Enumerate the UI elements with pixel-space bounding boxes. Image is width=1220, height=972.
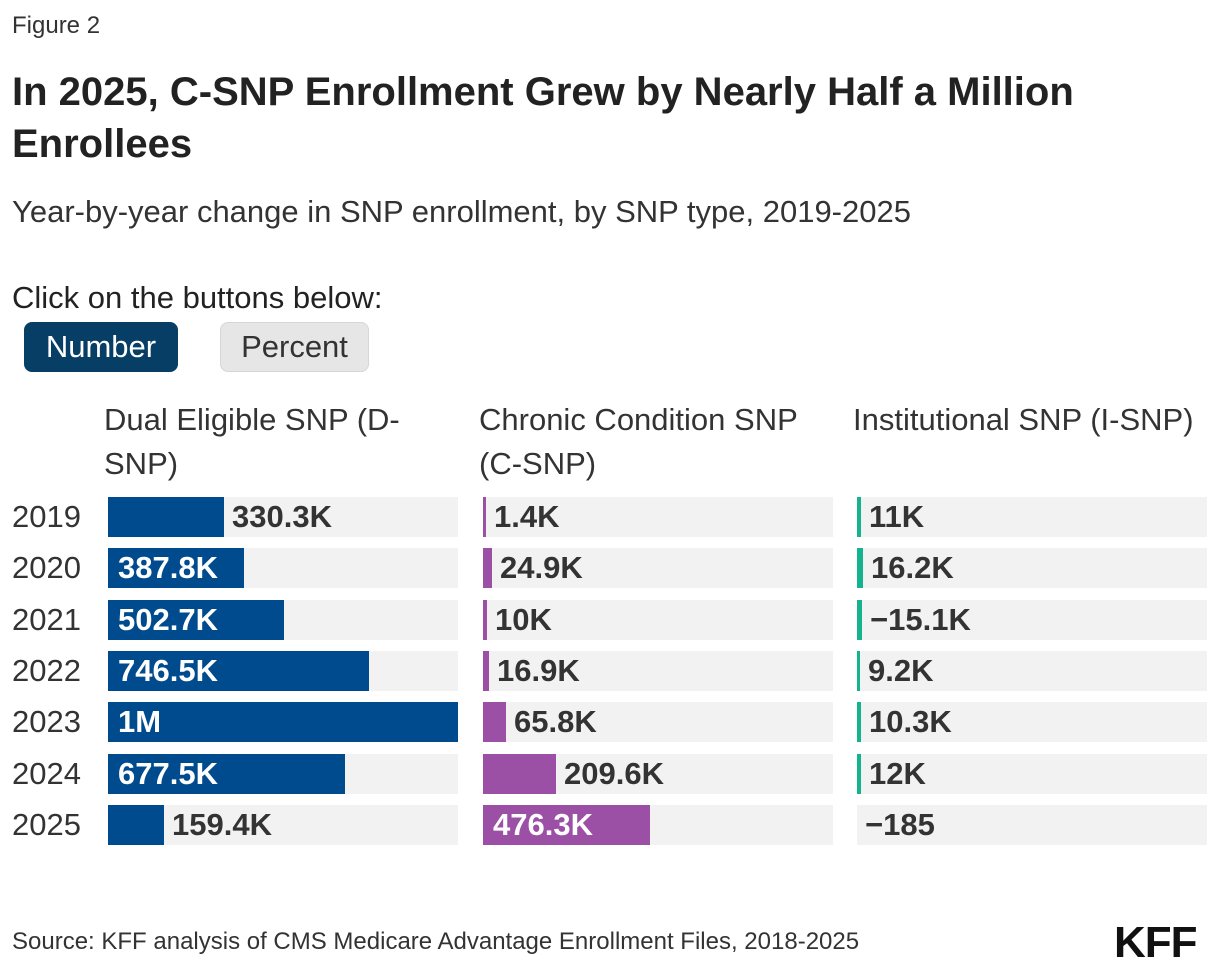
column-header-d-snp: Dual Eligible SNP (D-SNP) [104, 402, 400, 481]
value-label: 677.5K [118, 756, 218, 791]
bar-track: 65.8K [483, 702, 833, 742]
percent-button[interactable]: Percent [220, 322, 369, 372]
bar-track: 1M [108, 702, 458, 742]
value-label: 746.5K [118, 653, 218, 688]
source-note: Source: KFF analysis of CMS Medicare Adv… [12, 928, 860, 955]
year-label-2021: 2021 [12, 602, 81, 637]
value-label: 330.3K [232, 499, 332, 534]
bar-i-snp-2022[interactable] [857, 651, 860, 691]
bar-d-snp-2025[interactable] [108, 805, 164, 845]
button-instruction: Click on the buttons below: [12, 280, 383, 315]
bar-track: 11K [857, 497, 1207, 537]
value-label: 387.8K [118, 550, 218, 585]
bar-d-snp-2019[interactable] [108, 497, 224, 537]
column-header-c-snp: Chronic Condition SNP (C-SNP) [479, 402, 798, 481]
value-label: 209.6K [564, 756, 664, 791]
bar-c-snp-2023[interactable] [483, 702, 506, 742]
column-header-i-snp: Institutional SNP (I-SNP) [853, 402, 1194, 437]
bar-track: 24.9K [483, 548, 833, 588]
bar-track: −15.1K [857, 600, 1207, 640]
bar-track: 746.5K [108, 651, 458, 691]
bar-c-snp-2022[interactable] [483, 651, 489, 691]
bar-track: −185 [857, 805, 1207, 845]
bar-c-snp-2024[interactable] [483, 754, 556, 794]
bar-track: 12K [857, 754, 1207, 794]
value-label: 502.7K [118, 602, 218, 637]
bar-track: 476.3K [483, 805, 833, 845]
value-label: 24.9K [500, 550, 583, 585]
value-label: −15.1K [870, 602, 971, 637]
year-label-2023: 2023 [12, 704, 81, 739]
bar-track: 330.3K [108, 497, 458, 537]
value-label: 16.2K [871, 550, 954, 585]
value-label: 9.2K [868, 653, 934, 688]
value-label: 10.3K [869, 704, 952, 739]
bar-track: 16.2K [857, 548, 1207, 588]
year-label-2022: 2022 [12, 653, 81, 688]
bar-i-snp-2023[interactable] [857, 702, 861, 742]
value-label: 12K [869, 756, 926, 791]
bar-track: 387.8K [108, 548, 458, 588]
value-label: 65.8K [514, 704, 597, 739]
bar-d-snp-2021[interactable] [108, 600, 284, 640]
bar-i-snp-2019[interactable] [857, 497, 861, 537]
value-label: 1M [118, 704, 162, 739]
year-label-2020: 2020 [12, 550, 81, 585]
bar-track: 502.7K [108, 600, 458, 640]
kff-logo: KFF [1114, 918, 1198, 967]
bar-d-snp-2024[interactable] [108, 754, 345, 794]
value-label: 11K [869, 499, 925, 534]
bar-track: 159.4K [108, 805, 458, 845]
value-label: 476.3K [493, 807, 593, 842]
bar-c-snp-2025[interactable] [483, 805, 650, 845]
year-label-2019: 2019 [12, 499, 81, 534]
bar-c-snp-2021[interactable] [483, 600, 487, 640]
bar-d-snp-2023[interactable] [108, 702, 458, 742]
value-label: 159.4K [172, 807, 272, 842]
bar-c-snp-2019[interactable] [483, 497, 486, 537]
bar-track: 16.9K [483, 651, 833, 691]
bar-i-snp-2024[interactable] [857, 754, 861, 794]
number-button[interactable]: Number [24, 322, 178, 372]
year-label-2025: 2025 [12, 807, 81, 842]
bar-d-snp-2020[interactable] [108, 548, 244, 588]
value-label: 16.9K [497, 653, 580, 688]
bar-track: 9.2K [857, 651, 1207, 691]
value-label: 10K [495, 602, 552, 637]
bar-track: 209.6K [483, 754, 833, 794]
bar-track: 1.4K [483, 497, 833, 537]
bar-i-snp-2021[interactable] [857, 600, 862, 640]
bar-track: 10.3K [857, 702, 1207, 742]
chart-subtitle: Year-by-year change in SNP enrollment, b… [12, 194, 911, 229]
year-label-2024: 2024 [12, 756, 81, 791]
value-label: 1.4K [494, 499, 560, 534]
bar-i-snp-2020[interactable] [857, 548, 863, 588]
figure-label: Figure 2 [12, 12, 101, 39]
bar-track: 10K [483, 600, 833, 640]
value-label: −185 [865, 807, 935, 842]
bar-track: 677.5K [108, 754, 458, 794]
chart-title: In 2025, C-SNP Enrollment Grew by Nearly… [12, 70, 1074, 166]
bar-c-snp-2020[interactable] [483, 548, 492, 588]
bar-d-snp-2022[interactable] [108, 651, 369, 691]
